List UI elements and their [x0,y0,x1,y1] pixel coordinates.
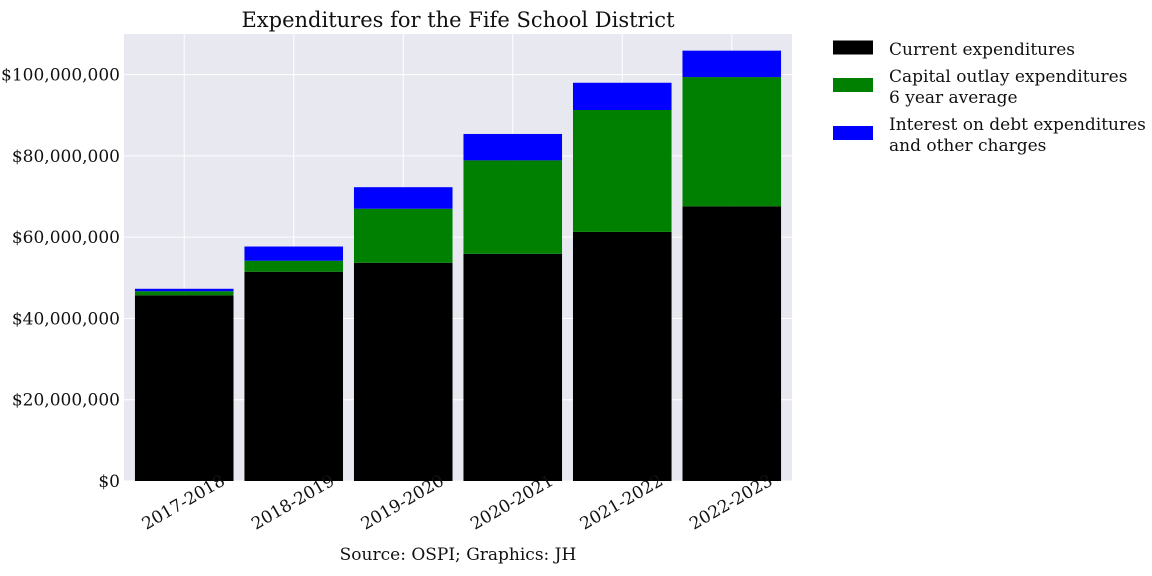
bar-segment [682,77,782,207]
y-tick-label: $40,000,000 [12,309,120,329]
bar-segment [463,160,563,254]
bar-segment [353,262,453,481]
bar-segment [353,187,453,209]
y-tick-label: $60,000,000 [12,228,120,248]
bar-segment [682,206,782,481]
bar-segment [682,50,782,78]
bar-segment [463,253,563,481]
bar-segment [572,109,672,232]
legend-label: Capital outlay expenditures 6 year averag… [889,67,1127,108]
legend-label: Interest on debt expenditures and other c… [889,115,1146,156]
legend-swatch [833,126,873,140]
bar-segment [244,260,344,272]
bar-segment [244,246,344,261]
bar-segment [572,231,672,481]
legend-label: Current expenditures [889,40,1075,60]
y-axis: $0 $20,000,000 $40,000,000 $60,000,000 $80,0… [1,66,120,492]
bar-segment [134,288,234,292]
bar-segment [463,133,563,161]
x-axis-label: Source: OSPI; Graphics: JH [340,545,577,565]
y-tick-label: $0 [98,472,120,492]
bar-segment [134,295,234,481]
legend-swatch [833,40,873,55]
bar-segment [134,291,234,296]
y-tick-label: $80,000,000 [12,147,120,167]
legend-swatch [833,78,873,92]
bar-segment [572,82,672,110]
bar-segment [244,271,344,481]
y-tick-label: $100,000,000 [1,66,120,86]
y-tick-label: $20,000,000 [12,391,120,411]
plot-background [124,34,792,481]
bars [134,50,782,481]
bar-segment [353,208,453,263]
chart-title: Expenditures for the Fife School Distric… [241,8,675,32]
legend: Current expenditures Capital outlay expen… [833,40,1146,156]
